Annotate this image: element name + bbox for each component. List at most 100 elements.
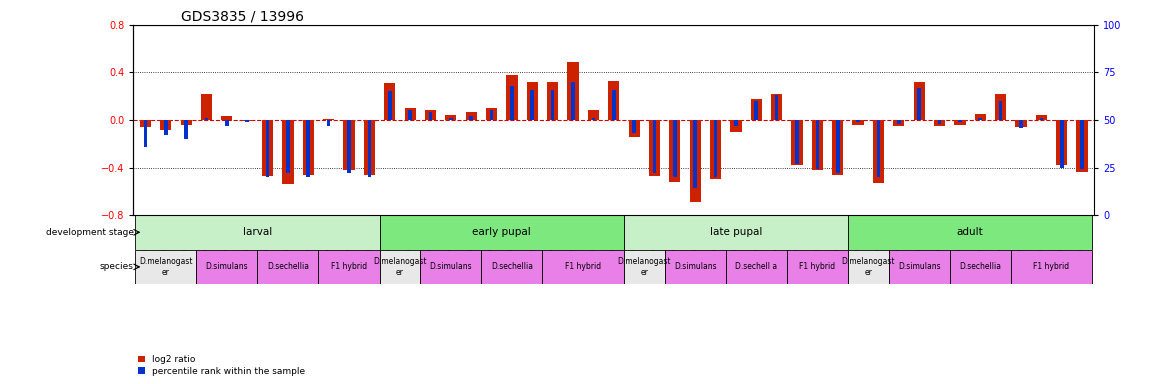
Bar xyxy=(205,118,208,120)
Bar xyxy=(726,250,786,284)
Text: F1 hybrid: F1 hybrid xyxy=(331,262,367,271)
Bar xyxy=(938,120,941,124)
Bar xyxy=(836,120,840,173)
Bar xyxy=(286,120,290,173)
Text: D.melanogast
er: D.melanogast er xyxy=(139,257,192,276)
Bar xyxy=(1016,120,1027,127)
Bar xyxy=(848,215,1092,250)
Bar xyxy=(713,120,718,177)
Bar xyxy=(245,120,249,122)
Bar xyxy=(611,89,616,120)
Bar xyxy=(1077,120,1087,172)
Bar xyxy=(367,120,372,177)
Text: D.simulans: D.simulans xyxy=(430,262,472,271)
Bar xyxy=(445,115,456,120)
Bar xyxy=(140,120,151,127)
Bar xyxy=(307,120,310,177)
Bar xyxy=(425,111,437,120)
Bar xyxy=(958,120,962,122)
Bar xyxy=(897,120,901,124)
Bar xyxy=(262,120,273,176)
Bar xyxy=(323,119,335,120)
Text: D.simulans: D.simulans xyxy=(674,262,717,271)
Text: D.sechellia: D.sechellia xyxy=(491,262,533,271)
Bar xyxy=(144,120,147,147)
Bar xyxy=(856,120,860,122)
Bar xyxy=(384,83,395,120)
Bar xyxy=(135,250,197,284)
Legend: log2 ratio, percentile rank within the sample: log2 ratio, percentile rank within the s… xyxy=(138,355,306,376)
Bar xyxy=(812,120,823,170)
Text: species: species xyxy=(100,262,133,271)
Bar xyxy=(632,120,636,133)
Bar xyxy=(404,108,416,120)
Bar xyxy=(1040,118,1043,120)
Bar xyxy=(979,118,982,120)
Bar xyxy=(852,120,864,125)
Bar xyxy=(935,120,945,126)
Bar xyxy=(482,250,542,284)
Bar xyxy=(608,81,620,120)
Bar xyxy=(364,120,375,175)
Bar xyxy=(469,116,472,120)
Bar xyxy=(510,86,514,120)
Bar xyxy=(380,250,420,284)
Bar xyxy=(1019,120,1023,127)
Bar xyxy=(420,250,482,284)
Text: development stage: development stage xyxy=(45,228,133,237)
Bar xyxy=(653,120,657,173)
Bar xyxy=(694,120,697,189)
Bar xyxy=(917,88,921,120)
Bar xyxy=(999,101,1003,120)
Bar xyxy=(673,120,676,177)
Bar xyxy=(344,120,354,170)
Text: late pupal: late pupal xyxy=(710,227,762,237)
Text: D.sechellia: D.sechellia xyxy=(959,262,1002,271)
Bar xyxy=(1056,120,1068,165)
Bar xyxy=(629,120,639,137)
Bar xyxy=(731,120,741,132)
Bar xyxy=(975,114,985,120)
Text: F1 hybrid: F1 hybrid xyxy=(799,262,835,271)
Bar xyxy=(954,120,966,125)
Bar xyxy=(160,120,171,129)
Text: GDS3835 / 13996: GDS3835 / 13996 xyxy=(181,10,305,24)
Bar xyxy=(380,215,624,250)
Bar xyxy=(506,75,518,120)
Text: F1 hybrid: F1 hybrid xyxy=(565,262,601,271)
Bar xyxy=(547,82,558,120)
Bar xyxy=(486,108,497,120)
Text: D.simulans: D.simulans xyxy=(205,262,248,271)
Text: D.melanogast
er: D.melanogast er xyxy=(842,257,895,276)
Bar xyxy=(181,120,192,125)
Bar xyxy=(690,120,701,202)
Bar xyxy=(221,116,233,120)
Bar xyxy=(775,95,778,120)
Bar xyxy=(734,120,738,126)
Bar xyxy=(914,82,925,120)
Bar xyxy=(542,250,624,284)
Bar xyxy=(950,250,1011,284)
Bar xyxy=(530,89,534,120)
Bar xyxy=(848,250,888,284)
Bar xyxy=(791,120,802,165)
Bar xyxy=(567,62,579,120)
Text: F1 hybrid: F1 hybrid xyxy=(1033,262,1070,271)
Bar xyxy=(200,94,212,120)
Bar xyxy=(283,120,293,184)
Text: larval: larval xyxy=(243,227,272,237)
Text: D.melanogast
er: D.melanogast er xyxy=(617,257,670,276)
Bar xyxy=(665,250,726,284)
Bar xyxy=(527,82,537,120)
Bar xyxy=(265,120,270,177)
Bar xyxy=(428,113,432,120)
Bar xyxy=(184,120,188,139)
Bar xyxy=(466,112,477,120)
Bar xyxy=(1060,120,1063,167)
Bar xyxy=(888,250,950,284)
Text: D.sechell a: D.sechell a xyxy=(735,262,777,271)
Bar xyxy=(449,118,453,120)
Bar xyxy=(588,111,599,120)
Bar xyxy=(995,94,1006,120)
Bar xyxy=(1035,115,1047,120)
